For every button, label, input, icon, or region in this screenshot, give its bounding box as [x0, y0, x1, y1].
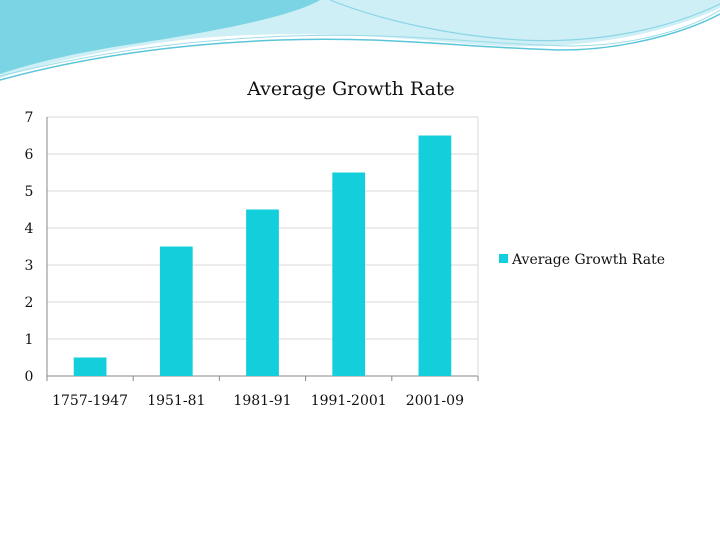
- bar: [332, 172, 366, 376]
- bar: [73, 357, 107, 376]
- bar: [159, 246, 193, 376]
- y-tick-label: 0: [25, 369, 34, 385]
- legend: Average Growth Rate: [499, 252, 665, 268]
- chart-title: Average Growth Rate: [246, 78, 455, 100]
- x-tick-label: 2001-09: [406, 393, 464, 409]
- legend-label: Average Growth Rate: [511, 252, 665, 268]
- x-tick-label: 1981-91: [233, 393, 291, 409]
- x-tick-label: 1951-81: [147, 393, 205, 409]
- bar: [418, 135, 452, 376]
- bar: [246, 209, 279, 376]
- y-tick-label: 1: [25, 332, 34, 348]
- y-tick-label: 7: [25, 110, 34, 126]
- y-tick-label: 2: [25, 295, 34, 311]
- x-tick-label: 1991-2001: [311, 393, 387, 409]
- wave-line-2: [0, 9, 720, 77]
- wave-line-3: [329, 0, 720, 42]
- y-tick-label: 3: [25, 258, 34, 274]
- y-tick-labels: 0 1 2 3 4 5 6 7: [25, 110, 34, 385]
- header-wave-decoration: [0, 0, 720, 81]
- x-tick-labels: 1757-1947 1951-81 1981-91 1991-2001 2001-09: [52, 393, 464, 409]
- wave-band: [0, 0, 320, 74]
- x-tick-label: 1757-1947: [52, 393, 128, 409]
- y-tick-label: 4: [25, 221, 34, 237]
- legend-swatch: [499, 254, 508, 263]
- y-tick-label: 5: [25, 184, 34, 200]
- y-tick-label: 6: [25, 147, 34, 163]
- wave-line-1: [0, 13, 720, 81]
- bars: [73, 135, 452, 376]
